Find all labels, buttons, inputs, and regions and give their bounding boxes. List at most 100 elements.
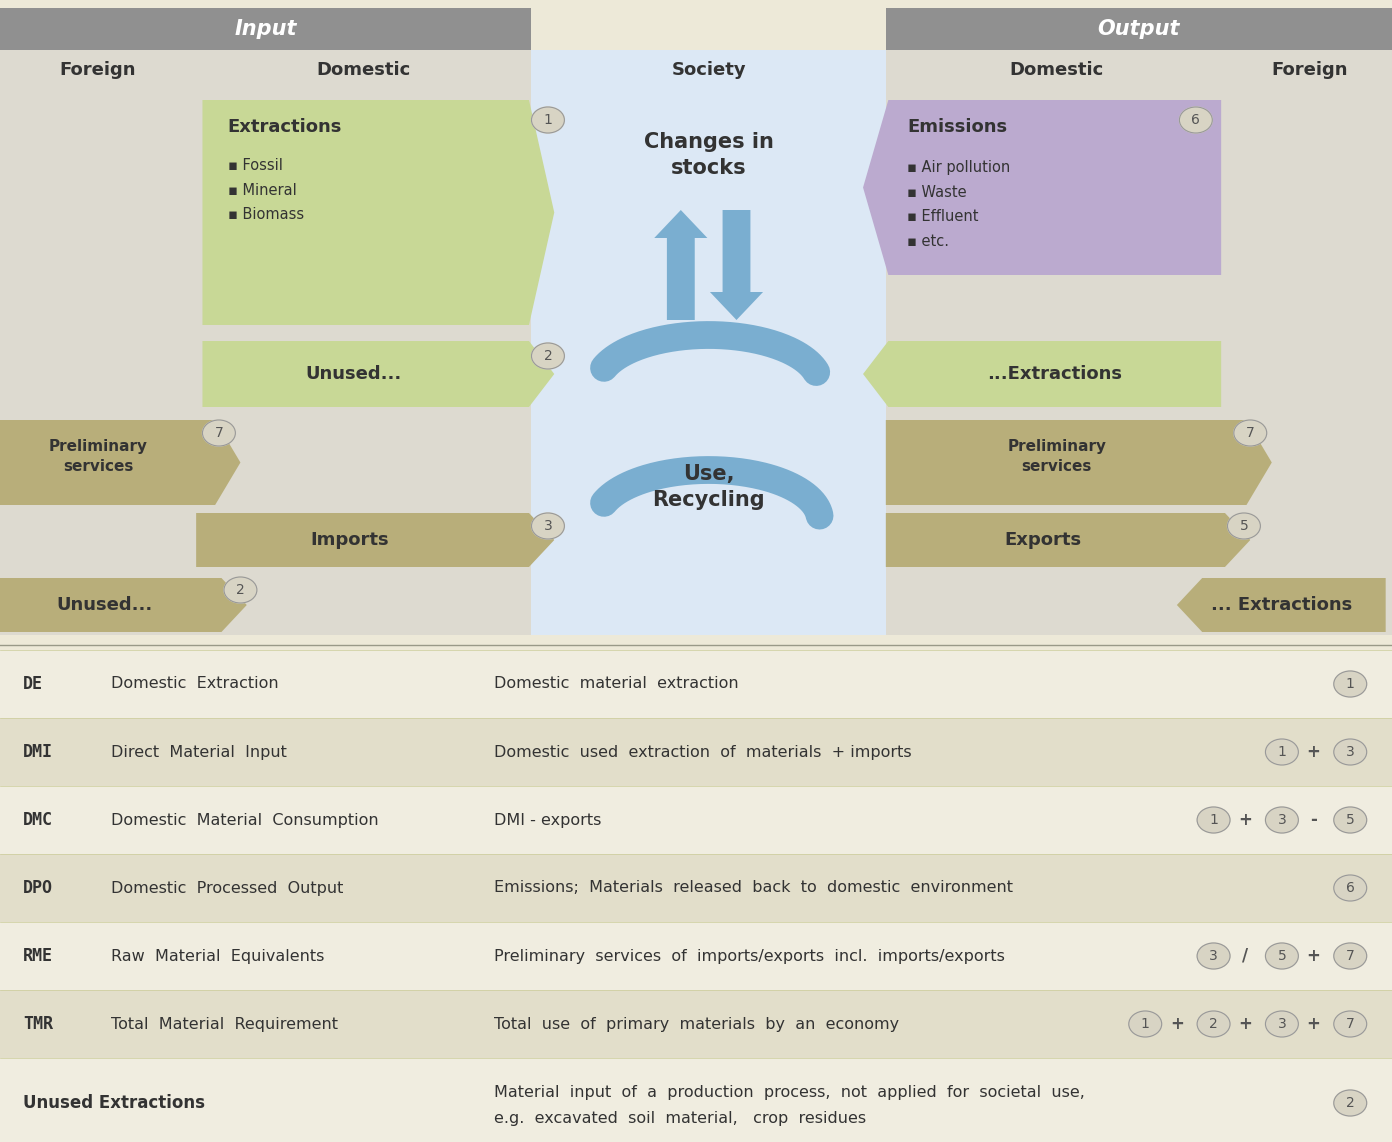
Circle shape: [1228, 513, 1260, 539]
Text: Domestic: Domestic: [1009, 61, 1104, 79]
Text: Raw  Material  Equivalents: Raw Material Equivalents: [111, 949, 324, 964]
Text: Domestic  used  extraction  of  materials  + imports: Domestic used extraction of materials + …: [494, 745, 912, 759]
Text: Direct  Material  Input: Direct Material Input: [111, 745, 287, 759]
Text: 3: 3: [1210, 949, 1218, 963]
Text: Society: Society: [671, 61, 746, 79]
Circle shape: [1129, 1011, 1162, 1037]
Text: RME: RME: [22, 947, 53, 965]
Text: Domestic  Material  Consumption: Domestic Material Consumption: [111, 812, 379, 828]
Bar: [0, 990, 1392, 1057]
Text: Foreign: Foreign: [60, 61, 136, 79]
Circle shape: [1197, 807, 1231, 833]
Text: 5: 5: [1346, 813, 1354, 827]
Circle shape: [224, 577, 258, 603]
Circle shape: [532, 107, 564, 132]
Text: +: +: [1239, 1015, 1253, 1034]
FancyArrow shape: [654, 210, 707, 320]
Text: +: +: [1307, 1015, 1321, 1034]
Circle shape: [1265, 807, 1299, 833]
Polygon shape: [863, 341, 1221, 407]
Text: 6: 6: [1346, 880, 1354, 895]
Text: Domestic  Extraction: Domestic Extraction: [111, 676, 278, 692]
Text: Unused...: Unused...: [56, 596, 153, 614]
Text: Use,
Recycling: Use, Recycling: [653, 464, 766, 510]
Text: 1: 1: [1278, 745, 1286, 759]
Circle shape: [1265, 943, 1299, 970]
Text: 5: 5: [1278, 949, 1286, 963]
Bar: [0, 854, 1392, 922]
Circle shape: [1334, 739, 1367, 765]
Text: +: +: [1239, 811, 1253, 829]
Text: 2: 2: [543, 349, 553, 363]
Text: Domestic  material  extraction: Domestic material extraction: [494, 676, 738, 692]
Circle shape: [532, 343, 564, 369]
Polygon shape: [196, 513, 554, 566]
Text: 3: 3: [1346, 745, 1354, 759]
Text: 1: 1: [1141, 1018, 1150, 1031]
Text: Preliminary  services  of  imports/exports  incl.  imports/exports: Preliminary services of imports/exports …: [494, 949, 1005, 964]
Text: DPO: DPO: [22, 879, 53, 896]
Text: Emissions;  Materials  released  back  to  domestic  environment: Emissions; Materials released back to do…: [494, 880, 1012, 895]
Circle shape: [1334, 1011, 1367, 1037]
Polygon shape: [1176, 578, 1385, 632]
Bar: [196, 50, 532, 635]
Text: 5: 5: [1239, 518, 1249, 533]
Text: 3: 3: [1278, 1018, 1286, 1031]
Text: 1: 1: [543, 113, 553, 127]
Text: +: +: [1307, 743, 1321, 761]
Text: Preliminary
services: Preliminary services: [49, 440, 148, 474]
Text: 3: 3: [1278, 813, 1286, 827]
Polygon shape: [885, 513, 1250, 566]
Text: Material  input  of  a  production  process,  not  applied  for  societal  use,: Material input of a production process, …: [494, 1086, 1084, 1101]
Text: ...Extractions: ...Extractions: [987, 365, 1122, 383]
Text: DMI - exports: DMI - exports: [494, 812, 601, 828]
Text: Preliminary
services: Preliminary services: [1008, 440, 1107, 474]
Text: ▪ Fossil
▪ Mineral
▪ Biomass: ▪ Fossil ▪ Mineral ▪ Biomass: [228, 158, 303, 223]
Text: 2: 2: [1210, 1018, 1218, 1031]
Polygon shape: [0, 578, 246, 632]
Text: Imports: Imports: [310, 531, 390, 549]
Text: DE: DE: [22, 675, 43, 693]
Text: 7: 7: [214, 426, 223, 440]
Bar: [0, 50, 196, 635]
Circle shape: [202, 420, 235, 447]
Text: Foreign: Foreign: [1271, 61, 1347, 79]
Circle shape: [1233, 420, 1267, 447]
Text: 1: 1: [1210, 813, 1218, 827]
Text: 7: 7: [1246, 426, 1254, 440]
FancyArrow shape: [710, 210, 763, 320]
Bar: [0, 718, 1392, 786]
Bar: [0, 1057, 1392, 1142]
Text: Domestic: Domestic: [317, 61, 411, 79]
Text: Changes in
stocks: Changes in stocks: [643, 131, 774, 178]
Bar: [0, 650, 1392, 718]
Text: 1: 1: [1346, 677, 1354, 691]
Bar: [885, 50, 1228, 635]
Circle shape: [1265, 1011, 1299, 1037]
Polygon shape: [202, 100, 554, 325]
Text: Exports: Exports: [1004, 531, 1082, 549]
Circle shape: [1179, 107, 1212, 132]
Bar: [532, 50, 885, 635]
Text: /: /: [1242, 947, 1249, 965]
Polygon shape: [202, 341, 554, 407]
Bar: [1228, 50, 1392, 635]
Text: ▪ Air pollution
▪ Waste
▪ Effluent
▪ etc.: ▪ Air pollution ▪ Waste ▪ Effluent ▪ etc…: [908, 160, 1011, 249]
Circle shape: [1334, 875, 1367, 901]
Circle shape: [1334, 671, 1367, 697]
Text: 2: 2: [237, 584, 245, 597]
Circle shape: [1197, 943, 1231, 970]
Circle shape: [1334, 943, 1367, 970]
Text: Total  Material  Requirement: Total Material Requirement: [111, 1016, 338, 1031]
Text: e.g.  excavated  soil  material,   crop  residues: e.g. excavated soil material, crop resid…: [494, 1111, 866, 1126]
Text: Emissions: Emissions: [908, 118, 1008, 136]
Text: 7: 7: [1346, 949, 1354, 963]
Text: ... Extractions: ... Extractions: [1211, 596, 1352, 614]
Text: 7: 7: [1346, 1018, 1354, 1031]
Bar: [885, 8, 1392, 50]
Polygon shape: [863, 100, 1221, 275]
Text: Output: Output: [1098, 19, 1180, 39]
Text: Total  use  of  primary  materials  by  an  economy: Total use of primary materials by an eco…: [494, 1016, 899, 1031]
Bar: [0, 8, 532, 50]
Bar: [0, 786, 1392, 854]
